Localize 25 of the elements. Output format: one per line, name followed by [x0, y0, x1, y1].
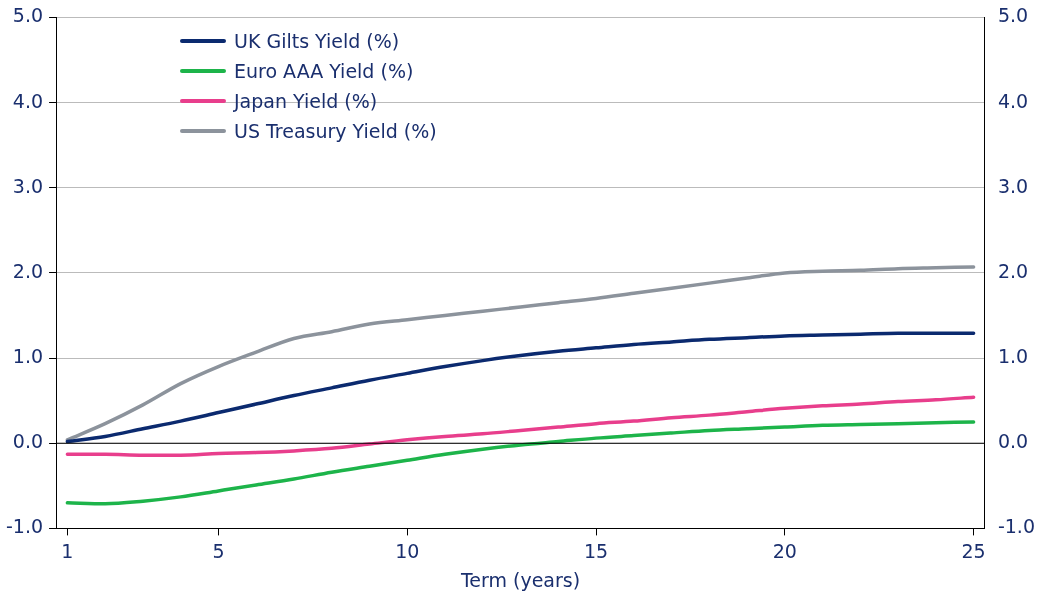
legend-label: UK Gilts Yield (%): [234, 29, 400, 54]
x-tick-label: 1: [61, 539, 74, 562]
y2-tick-label: 0.0: [997, 430, 1029, 453]
y-tick-label: 1.0: [12, 345, 44, 367]
y2-tick-label: -1.0: [997, 515, 1036, 538]
x-tick-label: 5: [212, 539, 225, 562]
y-tick-label: 5.0: [12, 4, 44, 27]
x-tick-label: 10: [395, 539, 420, 562]
y2-tick-label: 2.0: [997, 259, 1029, 282]
y2-tick-label: 5.0: [997, 4, 1029, 27]
x-tick-label: 25: [961, 539, 986, 562]
legend-label: Japan Yield (%): [234, 89, 378, 114]
y-tick-label: 2.0: [12, 259, 44, 282]
y-tick-label: -1.0: [5, 515, 44, 538]
y-tick-label: 4.0: [12, 89, 44, 112]
x-axis-title: Term (years): [459, 568, 581, 591]
y2-tick-label: 3.0: [997, 174, 1029, 197]
x-tick-label: 15: [583, 539, 609, 562]
y2-tick-label: 1.0: [997, 345, 1029, 367]
legend-label: US Treasury Yield (%): [234, 119, 437, 144]
x-tick-label: 20: [772, 539, 797, 562]
y-tick-label: 0.0: [12, 430, 44, 453]
y-tick-label: 3.0: [12, 174, 44, 197]
y2-tick-label: 4.0: [997, 89, 1029, 112]
legend-label: Euro AAA Yield (%): [234, 59, 414, 84]
